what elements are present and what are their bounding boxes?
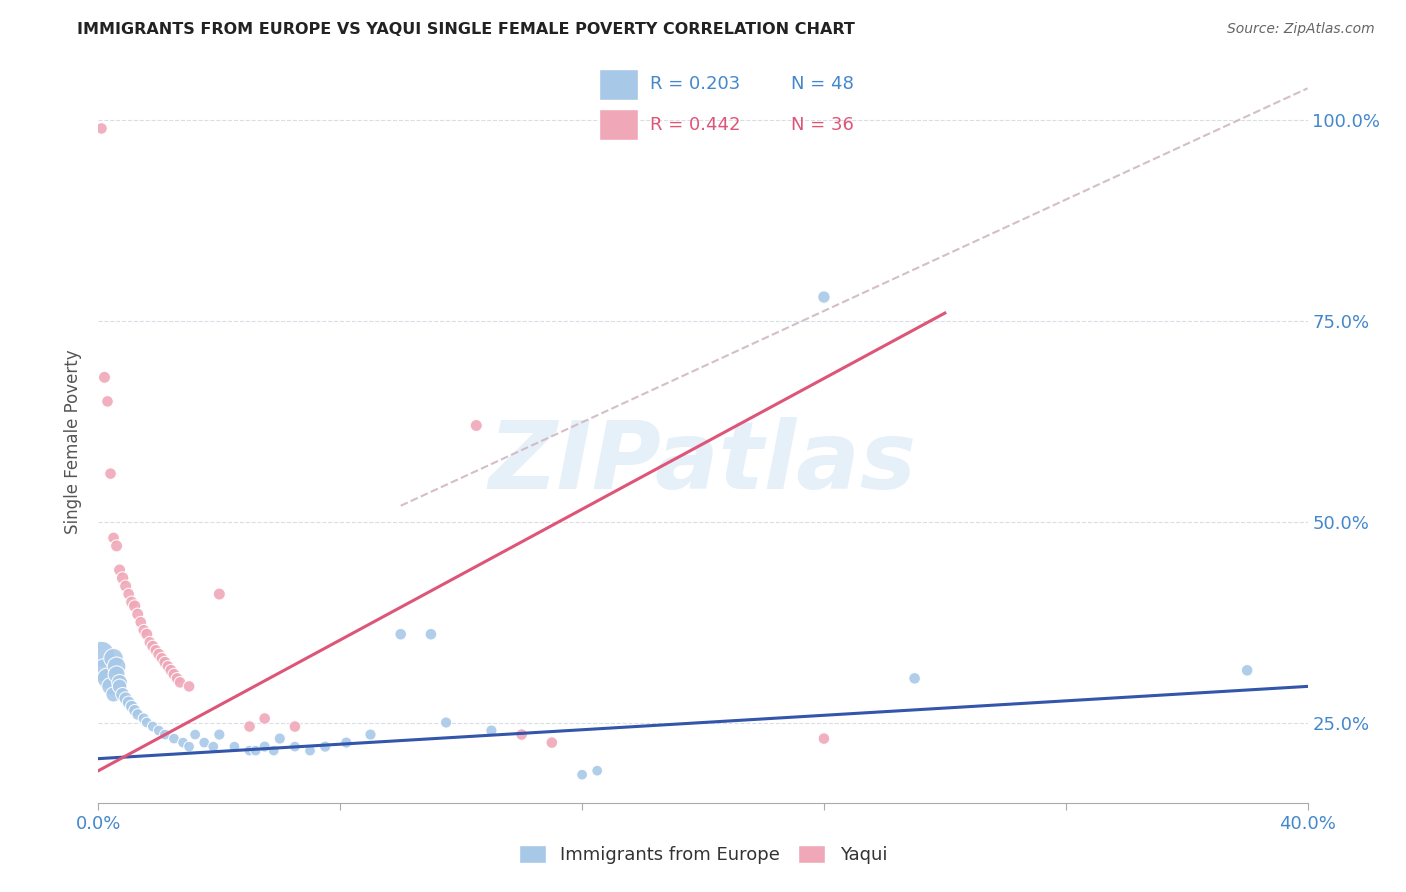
Point xyxy=(121,699,143,714)
Point xyxy=(124,599,146,614)
Point xyxy=(571,767,593,781)
Point xyxy=(208,728,231,742)
Point xyxy=(145,643,167,657)
Point xyxy=(179,739,201,754)
Point xyxy=(434,715,457,730)
Point xyxy=(163,731,186,746)
Point xyxy=(169,675,191,690)
Point xyxy=(148,647,170,661)
Point xyxy=(108,680,131,694)
Point xyxy=(284,719,307,733)
Point xyxy=(142,639,165,653)
Point xyxy=(540,735,562,749)
Text: N = 48: N = 48 xyxy=(792,75,855,93)
Point xyxy=(100,680,122,694)
Point xyxy=(239,744,262,758)
Point xyxy=(166,671,188,685)
Text: Source: ZipAtlas.com: Source: ZipAtlas.com xyxy=(1227,22,1375,37)
Point xyxy=(179,680,201,694)
Point xyxy=(202,739,225,754)
Point xyxy=(103,651,125,665)
Point xyxy=(904,671,927,685)
Point xyxy=(253,712,276,726)
Point xyxy=(90,121,112,136)
Point xyxy=(813,731,835,746)
Point xyxy=(510,728,533,742)
Point xyxy=(253,739,276,754)
Point xyxy=(465,418,488,433)
Point xyxy=(93,370,115,384)
Point xyxy=(108,563,131,577)
Point xyxy=(481,723,503,738)
Text: ZIPatlas: ZIPatlas xyxy=(489,417,917,509)
Point xyxy=(103,531,125,545)
Point xyxy=(150,651,173,665)
Point xyxy=(118,696,141,710)
Point xyxy=(90,647,112,661)
Point xyxy=(132,712,155,726)
Point xyxy=(114,691,136,706)
FancyBboxPatch shape xyxy=(599,70,638,100)
Point xyxy=(148,723,170,738)
Point xyxy=(284,739,307,754)
Point xyxy=(93,664,115,678)
Point xyxy=(132,623,155,637)
Point xyxy=(108,675,131,690)
FancyBboxPatch shape xyxy=(599,110,638,140)
Point xyxy=(105,659,128,673)
Point xyxy=(114,579,136,593)
Point xyxy=(224,739,246,754)
Text: R = 0.442: R = 0.442 xyxy=(650,117,740,135)
Point xyxy=(299,744,322,758)
Point xyxy=(96,671,118,685)
Point xyxy=(156,659,179,673)
Point xyxy=(1236,664,1258,678)
Point xyxy=(813,290,835,304)
Point xyxy=(263,744,285,758)
Point xyxy=(105,667,128,681)
Point xyxy=(129,615,152,630)
Point xyxy=(111,687,134,701)
Point xyxy=(139,635,162,649)
Point xyxy=(172,735,194,749)
Point xyxy=(239,719,262,733)
Point xyxy=(245,744,267,758)
Point xyxy=(335,735,357,749)
Point xyxy=(127,707,149,722)
Point xyxy=(105,539,128,553)
Point xyxy=(127,607,149,621)
Point xyxy=(124,703,146,717)
Point xyxy=(160,664,183,678)
Point xyxy=(193,735,215,749)
Point xyxy=(118,587,141,601)
Point xyxy=(111,571,134,585)
Point xyxy=(314,739,336,754)
Point xyxy=(420,627,443,641)
Point xyxy=(184,728,207,742)
Text: R = 0.203: R = 0.203 xyxy=(650,75,740,93)
Point xyxy=(389,627,412,641)
Text: IMMIGRANTS FROM EUROPE VS YAQUI SINGLE FEMALE POVERTY CORRELATION CHART: IMMIGRANTS FROM EUROPE VS YAQUI SINGLE F… xyxy=(77,22,855,37)
Point xyxy=(103,687,125,701)
Point xyxy=(153,728,176,742)
Point xyxy=(163,667,186,681)
Point xyxy=(96,394,118,409)
Text: N = 36: N = 36 xyxy=(792,117,855,135)
Point xyxy=(153,655,176,669)
Point xyxy=(269,731,291,746)
Point xyxy=(135,715,157,730)
Point xyxy=(586,764,609,778)
Legend: Immigrants from Europe, Yaqui: Immigrants from Europe, Yaqui xyxy=(510,836,896,873)
Point xyxy=(142,719,165,733)
Point xyxy=(135,627,157,641)
Point xyxy=(100,467,122,481)
Point xyxy=(208,587,231,601)
Y-axis label: Single Female Poverty: Single Female Poverty xyxy=(65,350,83,533)
Point xyxy=(360,728,382,742)
Point xyxy=(121,595,143,609)
